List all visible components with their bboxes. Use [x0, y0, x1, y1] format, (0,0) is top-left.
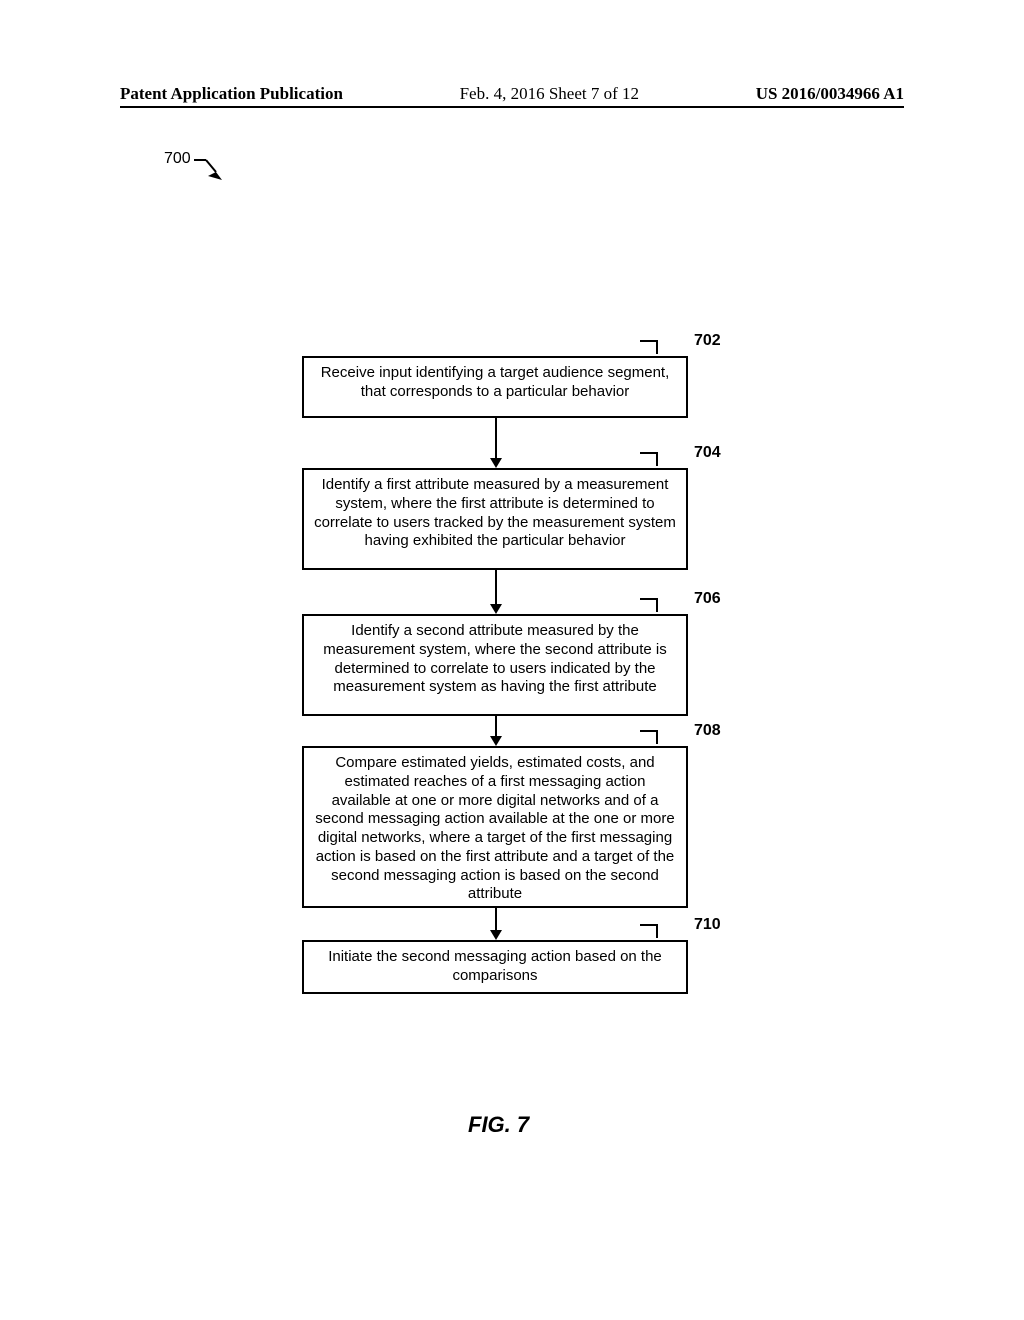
label-bracket-704 — [640, 452, 658, 466]
flow-box-702: Receive input identifying a target audie… — [302, 356, 688, 418]
arrow-706-708-icon — [486, 716, 506, 748]
flow-box-708: Compare estimated yields, estimated cost… — [302, 746, 688, 908]
reference-arrow-icon — [192, 150, 232, 186]
flow-box-708-text: Compare estimated yields, estimated cost… — [315, 754, 674, 902]
box-label-710: 710 — [694, 916, 721, 934]
reference-number-700: 700 — [164, 150, 191, 168]
figure-label: FIG. 7 — [468, 1112, 529, 1138]
arrow-704-706-icon — [486, 570, 506, 616]
flow-box-706-text: Identify a second attribute measured by … — [323, 622, 667, 695]
page-header: Patent Application Publication Feb. 4, 2… — [0, 84, 1024, 104]
page-root: Patent Application Publication Feb. 4, 2… — [0, 0, 1024, 1320]
arrow-708-710-icon — [486, 908, 506, 942]
flow-box-704-text: Identify a first attribute measured by a… — [314, 476, 676, 549]
label-bracket-702 — [640, 340, 658, 354]
flow-box-706: Identify a second attribute measured by … — [302, 614, 688, 716]
box-label-704: 704 — [694, 444, 721, 462]
header-right: US 2016/0034966 A1 — [756, 84, 904, 104]
flow-box-710: Initiate the second messaging action bas… — [302, 940, 688, 994]
label-bracket-708 — [640, 730, 658, 744]
header-left: Patent Application Publication — [120, 84, 343, 104]
box-label-708: 708 — [694, 722, 721, 740]
header-middle: Feb. 4, 2016 Sheet 7 of 12 — [460, 84, 639, 104]
arrow-702-704-icon — [486, 418, 506, 470]
label-bracket-706 — [640, 598, 658, 612]
label-bracket-710 — [640, 924, 658, 938]
box-label-702: 702 — [694, 332, 721, 350]
box-label-706: 706 — [694, 590, 721, 608]
flow-box-702-text: Receive input identifying a target audie… — [321, 364, 670, 400]
flow-box-710-text: Initiate the second messaging action bas… — [328, 948, 662, 984]
header-underline — [120, 106, 904, 108]
flow-box-704: Identify a first attribute measured by a… — [302, 468, 688, 570]
